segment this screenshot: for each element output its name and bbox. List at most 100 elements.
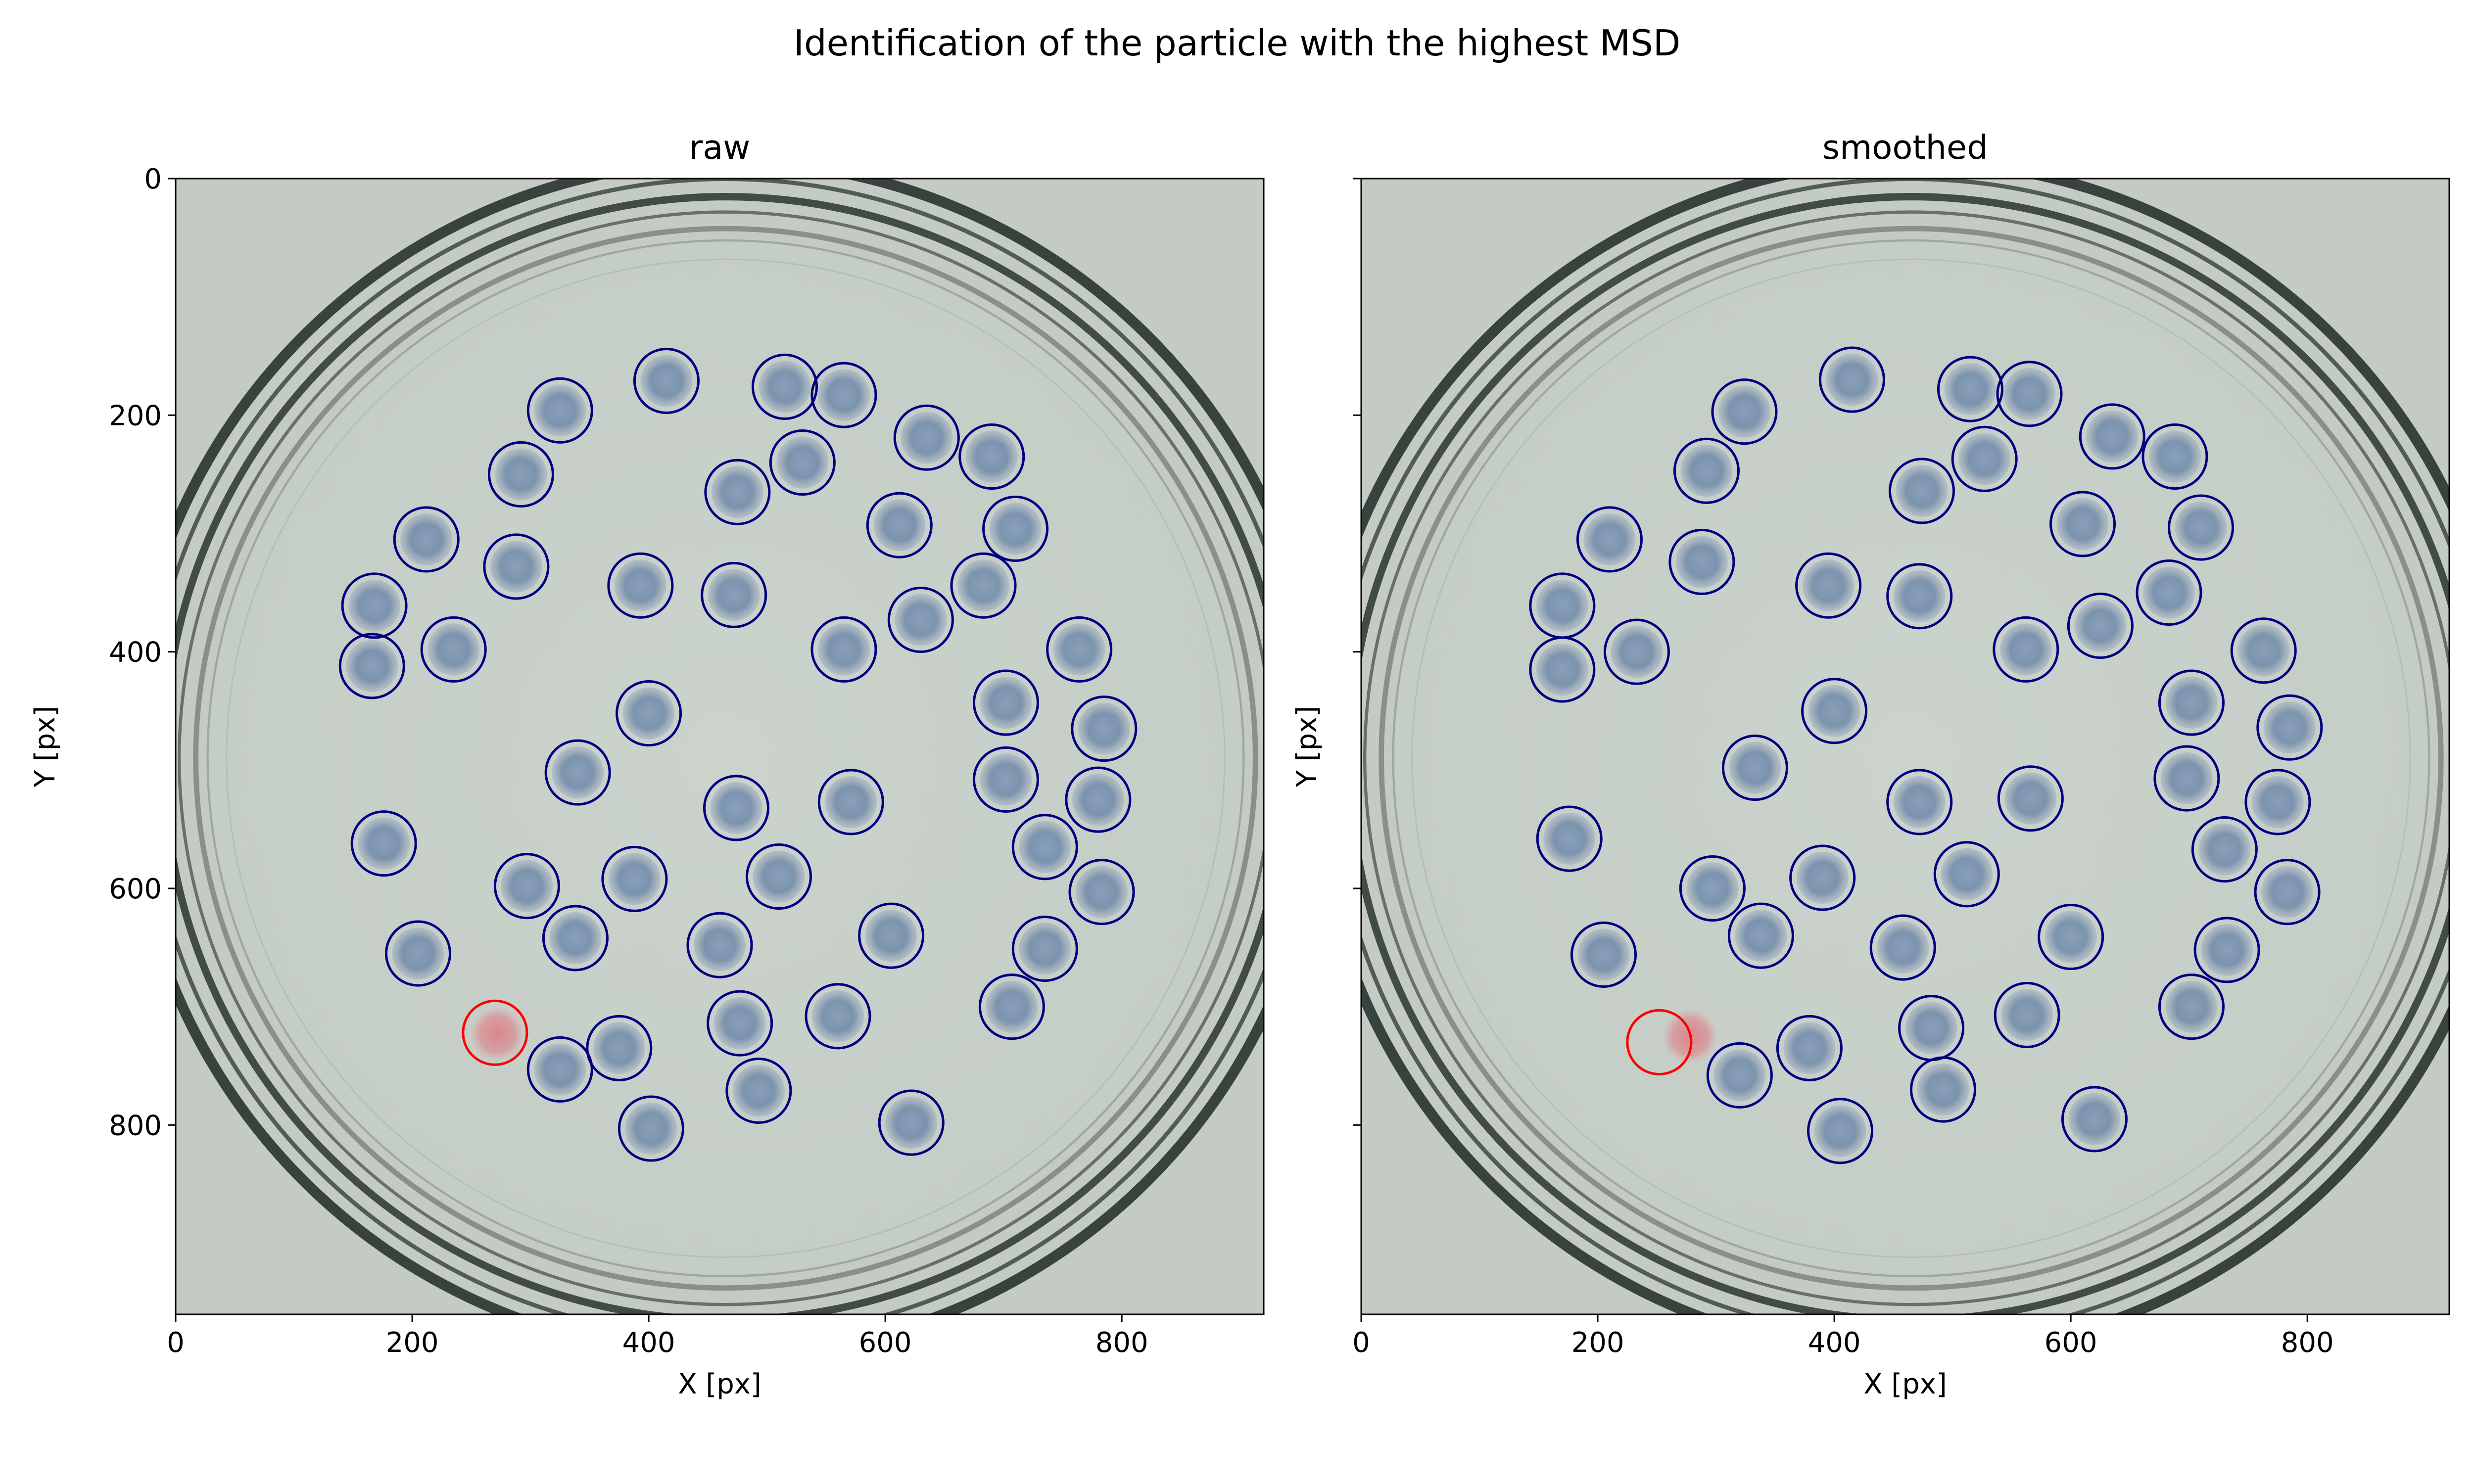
- particle-blob: [1826, 353, 1878, 406]
- particle-blob: [2198, 823, 2251, 876]
- particle-blob: [1877, 921, 1929, 974]
- particle-blob: [1958, 433, 2011, 485]
- particle-marker: [805, 983, 871, 1050]
- particle-blob: [495, 448, 547, 501]
- particle-blob: [1893, 570, 1946, 622]
- particle-blob: [2001, 989, 2053, 1041]
- particle-marker: [972, 669, 1039, 736]
- particle-marker: [2158, 669, 2225, 736]
- particle-marker: [958, 423, 1025, 490]
- particle-marker: [1801, 678, 1868, 744]
- particle-marker: [1529, 636, 1596, 703]
- particle-blob: [1536, 579, 1588, 632]
- x-tick-label: 600: [859, 1327, 912, 1359]
- particle-blob: [625, 1102, 677, 1155]
- particle-marker: [350, 810, 417, 877]
- particle-marker: [810, 362, 877, 428]
- particle-blob: [1675, 536, 1728, 588]
- particle-marker: [1011, 814, 1078, 881]
- particle-marker: [393, 506, 460, 573]
- particle-blob: [2142, 566, 2195, 619]
- particle-marker: [2061, 1086, 2128, 1153]
- particle-marker: [616, 680, 682, 747]
- x-tick-label: 0: [1352, 1327, 1370, 1359]
- particle-marker: [1046, 616, 1113, 683]
- particle-marker: [1888, 458, 1955, 524]
- particle-marker: [1937, 356, 2003, 422]
- particle-blob: [2148, 430, 2201, 483]
- particle-marker: [878, 1089, 945, 1156]
- particle-blob: [2160, 752, 2213, 805]
- particle-marker: [1997, 765, 2064, 832]
- particle-blob: [1941, 848, 1993, 900]
- particle-blob: [1577, 928, 1630, 981]
- particle-blob: [693, 919, 746, 972]
- particle-blob: [2237, 624, 2290, 677]
- particle-blob: [989, 503, 1042, 555]
- particle-marker: [483, 533, 550, 600]
- particle-marker: [1727, 902, 1794, 969]
- particle-blob: [1808, 685, 1860, 737]
- particle-marker: [2079, 403, 2145, 470]
- particle-marker: [526, 1036, 593, 1103]
- particle-blob: [1796, 851, 1849, 904]
- particle-marker: [1711, 378, 1778, 445]
- particle-marker: [1789, 844, 1856, 911]
- particle-marker: [1065, 766, 1132, 833]
- particle-marker: [544, 739, 611, 806]
- particle-blob: [2165, 676, 2218, 729]
- particle-blob: [1053, 623, 1105, 676]
- particle-marker: [1570, 921, 1637, 988]
- particle-marker: [2254, 859, 2321, 926]
- x-axis-label: X [px]: [1863, 1368, 1947, 1400]
- particle-blob: [1075, 866, 1128, 918]
- x-tick-label: 200: [1571, 1327, 1624, 1359]
- x-axis-label: X [px]: [678, 1368, 761, 1400]
- x-tick-label: 800: [1095, 1327, 1148, 1359]
- particle-blob: [825, 776, 877, 828]
- particle-blob: [346, 640, 398, 692]
- y-tick-label: 800: [109, 1110, 162, 1142]
- particle-marker: [1886, 563, 1953, 630]
- particle-marker: [487, 441, 554, 508]
- particle-marker: [893, 404, 960, 471]
- particle-blob: [2261, 866, 2314, 918]
- particle-blob: [534, 1043, 586, 1096]
- particle-blob: [873, 499, 926, 552]
- particle-blob: [2056, 498, 2109, 550]
- particle-marker: [2191, 816, 2258, 883]
- particle-marker: [1011, 915, 1078, 982]
- particle-blob: [1019, 923, 1071, 975]
- axes-frame: [175, 178, 1265, 1315]
- particle-blob: [593, 1022, 645, 1074]
- particle-blob: [1944, 363, 1997, 416]
- particle-marker: [866, 492, 933, 558]
- particle-marker: [1776, 1015, 1843, 1081]
- y-tick-label: 200: [109, 400, 162, 432]
- particle-marker: [2193, 917, 2260, 983]
- particle-blob: [1686, 862, 1739, 915]
- raw-panel: 0 200 400 600 800 0 200 400 600 800 raw X [px] Y [px…: [29, 128, 1265, 1400]
- particle-blob: [358, 817, 410, 870]
- particle-marker: [858, 902, 925, 969]
- particle-marker: [1536, 805, 1603, 872]
- y-tick-label: 400: [109, 637, 162, 669]
- particle-blob: [986, 980, 1038, 1033]
- smoothed-panel: 0 200 400 600 800 smoothed X [px] Y [px]: [1291, 128, 2450, 1400]
- particle-marker: [703, 775, 769, 841]
- particle-marker: [2230, 617, 2297, 684]
- particle-blob: [552, 746, 604, 799]
- particle-blob: [2068, 1093, 2121, 1145]
- particle-marker: [2158, 974, 2225, 1040]
- particle-blob: [776, 436, 829, 489]
- particle-marker: [618, 1095, 684, 1162]
- particle-blob: [957, 559, 1010, 612]
- particle-marker: [1721, 735, 1788, 801]
- particle-blob: [2074, 600, 2127, 652]
- particle-blob: [714, 997, 766, 1050]
- x-tick-label: 400: [1808, 1327, 1861, 1359]
- particle-blob: [895, 594, 947, 646]
- particle-marker: [707, 990, 773, 1057]
- particle-blob: [885, 1096, 938, 1149]
